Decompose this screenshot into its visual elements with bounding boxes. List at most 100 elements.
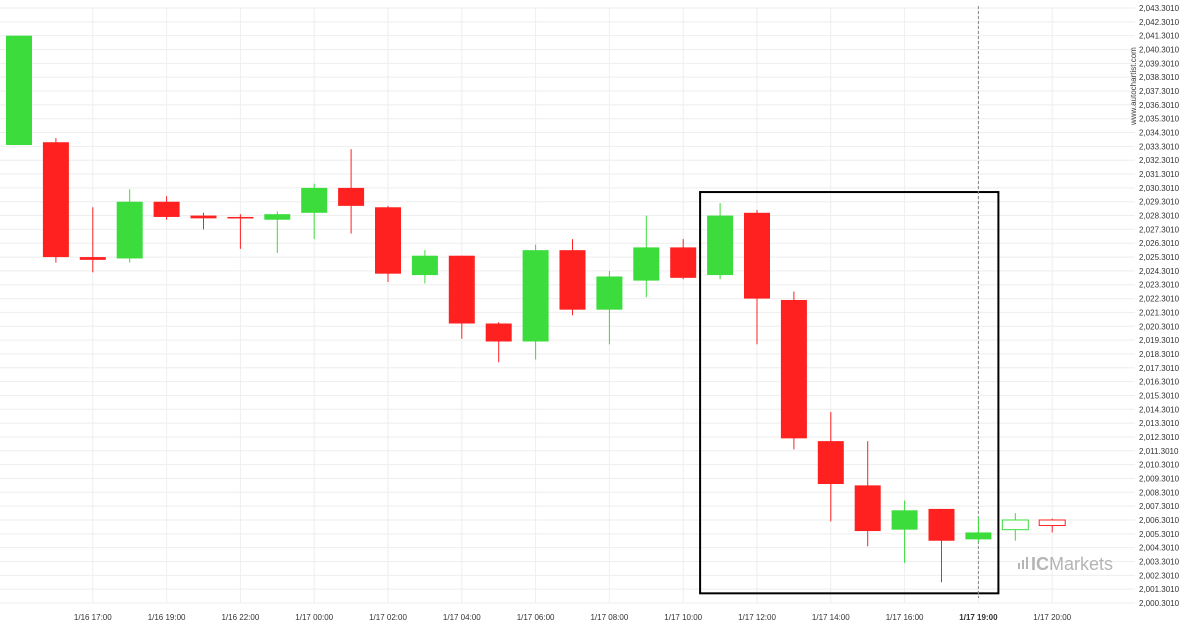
y-tick-label: 2,038.3010: [1139, 73, 1180, 82]
y-tick-label: 2,002.3010: [1139, 571, 1180, 580]
x-tick-label: 1/17 00:00: [295, 613, 333, 622]
candle-body: [301, 187, 328, 213]
y-tick-label: 2,031.3010: [1139, 170, 1180, 179]
candle-body: [227, 216, 254, 219]
watermark-text: www.autochartist.com: [1129, 47, 1138, 126]
y-tick-label: 2,030.3010: [1139, 184, 1180, 193]
candle: [522, 244, 549, 360]
candle-body: [6, 35, 32, 146]
candle: [670, 239, 697, 280]
y-tick-label: 2,040.3010: [1139, 46, 1180, 55]
candle: [42, 138, 69, 263]
candle: [264, 211, 291, 253]
x-tick-label: 1/16 19:00: [148, 613, 186, 622]
candle: [633, 215, 660, 298]
candle-layer: [6, 35, 1066, 583]
candle: [448, 255, 475, 339]
x-tick-label: 1/17 02:00: [369, 613, 407, 622]
y-tick-label: 2,019.3010: [1139, 336, 1180, 345]
y-tick-label: 2,026.3010: [1139, 239, 1180, 248]
y-tick-label: 2,017.3010: [1139, 364, 1180, 373]
y-tick-label: 2,007.3010: [1139, 502, 1180, 511]
y-tick-label: 2,034.3010: [1139, 129, 1180, 138]
candle: [227, 214, 254, 249]
y-tick-label: 2,024.3010: [1139, 267, 1180, 276]
x-tick-label: 1/17 12:00: [738, 613, 776, 622]
candle-body: [153, 201, 180, 217]
candle-body: [707, 215, 734, 276]
x-tick-label: 1/17 04:00: [443, 613, 481, 622]
x-tick-label: 1/17 19:00: [959, 613, 998, 622]
y-tick-label: 2,015.3010: [1139, 391, 1180, 400]
candle: [928, 508, 955, 583]
x-tick-label: 1/17 20:00: [1033, 613, 1071, 622]
candle-body: [190, 215, 217, 219]
candle: [744, 210, 770, 345]
y-tick-label: 2,022.3010: [1139, 295, 1180, 304]
candle-body: [670, 247, 697, 278]
x-tick-label: 1/17 10:00: [664, 613, 702, 622]
y-tick-label: 2,010.3010: [1139, 461, 1180, 470]
logo-bar-1: [1018, 563, 1020, 569]
y-tick-label: 2,035.3010: [1139, 115, 1180, 124]
candle: [559, 239, 586, 316]
y-tick-label: 2,003.3010: [1139, 557, 1180, 566]
candle: [6, 35, 32, 146]
logo: IC Markets: [1018, 554, 1113, 574]
y-axis: 2,000.3010 2,001.3010 2,002.3010 2,003.3010…: [1139, 4, 1180, 608]
candle: [338, 149, 365, 234]
candle-body: [633, 247, 660, 281]
x-tick-label: 1/17 16:00: [886, 613, 924, 622]
candle: [891, 500, 918, 563]
candle-body: [42, 142, 69, 258]
y-tick-label: 2,033.3010: [1139, 142, 1180, 151]
candle: [301, 183, 328, 240]
candle: [965, 517, 992, 543]
candle-body: [854, 485, 881, 532]
candle-body: [596, 276, 623, 310]
y-tick-label: 2,018.3010: [1139, 350, 1180, 359]
candle: [1001, 513, 1029, 541]
candle: [485, 322, 512, 363]
y-tick-label: 2,036.3010: [1139, 101, 1180, 110]
y-tick-label: 2,004.3010: [1139, 544, 1180, 553]
y-tick-label: 2,025.3010: [1139, 253, 1180, 262]
x-tick-label: 1/17 06:00: [517, 613, 555, 622]
y-tick-label: 2,041.3010: [1139, 32, 1180, 41]
candle-body: [264, 214, 291, 220]
y-tick-label: 2,016.3010: [1139, 378, 1180, 387]
y-tick-label: 2,021.3010: [1139, 308, 1180, 317]
candle-body: [116, 201, 143, 259]
candle-body: [448, 255, 475, 324]
candle: [854, 441, 881, 547]
candle-body: [928, 508, 955, 541]
candle: [596, 270, 623, 345]
x-axis: 1/16 17:00 1/16 19:00 1/16 22:00 1/17 00:00…: [74, 613, 1072, 622]
candle: [817, 412, 844, 522]
y-tick-label: 2,000.3010: [1139, 599, 1180, 608]
candle: [190, 212, 217, 230]
x-tick-label: 1/17 14:00: [812, 613, 850, 622]
y-tick-label: 2,005.3010: [1139, 530, 1180, 539]
candle-body: [817, 441, 844, 485]
logo-markets-text: Markets: [1049, 554, 1113, 574]
candle: [1038, 518, 1066, 533]
candle-body: [411, 255, 438, 276]
x-tick-label: 1/16 22:00: [221, 613, 259, 622]
candle-body: [744, 212, 770, 299]
candle: [411, 250, 438, 284]
candle-body: [1038, 519, 1066, 527]
candle-body: [780, 299, 807, 439]
candle-body: [559, 250, 586, 310]
y-tick-label: 2,009.3010: [1139, 474, 1180, 483]
y-tick-label: 2,014.3010: [1139, 405, 1180, 414]
y-tick-label: 2,006.3010: [1139, 516, 1180, 525]
candle-body: [522, 250, 549, 342]
candle-body: [375, 207, 401, 274]
highlight-layer: [699, 6, 1000, 598]
logo-ic-text: IC: [1031, 554, 1049, 574]
candle: [116, 189, 143, 263]
y-tick-label: 2,023.3010: [1139, 281, 1180, 290]
y-tick-label: 2,020.3010: [1139, 322, 1180, 331]
